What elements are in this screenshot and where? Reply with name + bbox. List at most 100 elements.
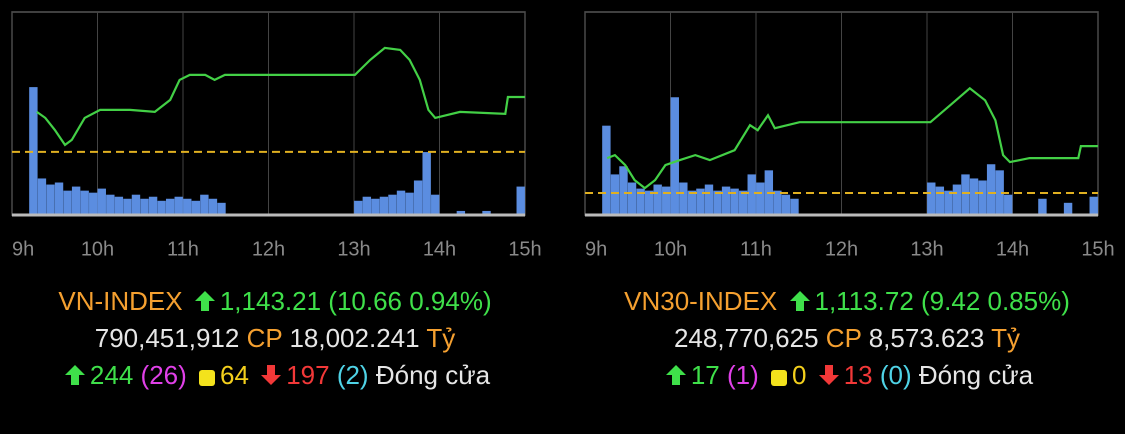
status: Đóng cửa [918, 360, 1034, 390]
volume-bar [71, 186, 81, 215]
up-arrow [789, 291, 810, 311]
unit: Tỷ [426, 323, 456, 353]
volume-bar [405, 192, 414, 215]
volume-bar [183, 198, 192, 215]
up-arrow [665, 365, 686, 385]
turnover: 8,573.623 [868, 323, 985, 353]
volume: 248,770,625 [673, 323, 819, 353]
volume-bar [422, 152, 431, 215]
summary: VN-INDEX 1,143.21 (10.66 0.94%) 790,451,… [0, 283, 555, 394]
x-tick-label: 15h [1081, 238, 1114, 260]
volume-bar [995, 170, 1004, 215]
x-tick-label: 12h [825, 238, 858, 260]
volume-bar [413, 180, 423, 215]
volume-bar [961, 174, 970, 215]
declines: 13 [843, 360, 873, 390]
change: (10.66 0.94%) [328, 286, 492, 316]
volume-bar [362, 196, 372, 215]
unchanged: 64 [220, 360, 249, 390]
volume-bar [1004, 194, 1013, 215]
volume-bar [174, 196, 183, 215]
x-tick-label: 13h [337, 238, 370, 260]
volume-bar [781, 194, 791, 215]
unit: Tỷ [991, 323, 1021, 353]
volume-bar [986, 164, 996, 215]
advances: 244 [89, 360, 134, 390]
volume-bar [131, 194, 141, 215]
summary-row: 248,770,625 CP 8,573.623 Tỷ [567, 320, 1125, 357]
volume-bar [969, 178, 979, 215]
x-tick-label: 9h [585, 238, 607, 260]
volume-bar [456, 210, 466, 215]
volume-bar [63, 190, 72, 215]
volume-bar [653, 184, 662, 215]
volume-bar [679, 182, 688, 215]
volume-bar [89, 192, 98, 215]
cp: CP [246, 323, 283, 353]
ceiling: (1) [727, 360, 759, 390]
volume-bar [662, 186, 671, 215]
volume-bar [704, 184, 714, 215]
volume-bar [730, 188, 739, 215]
volume-bar [431, 194, 440, 215]
volume-bar [1063, 202, 1073, 215]
volume-bar [756, 182, 765, 215]
volume-bar [371, 198, 380, 215]
x-tick-label: 10h [81, 238, 114, 260]
up-arrow [194, 291, 215, 311]
volume-bar [738, 190, 748, 215]
volume-bar [773, 190, 782, 215]
volume-bar [396, 190, 406, 215]
volume-bar [354, 200, 363, 215]
summary-row: VN-INDEX 1,143.21 (10.66 0.94%) [0, 283, 555, 320]
index-name: VN30-INDEX [624, 286, 778, 316]
volume-bar [37, 178, 47, 215]
volume-bar [935, 186, 945, 215]
volume-bar [978, 180, 987, 215]
volume-bar [106, 194, 115, 215]
volume-bar [619, 166, 628, 215]
volume-bar [1038, 198, 1047, 215]
volume-bar [482, 210, 491, 215]
volume-bar [191, 200, 201, 215]
x-tick-label: 14h [996, 238, 1029, 260]
x-tick-label: 11h [740, 238, 772, 260]
x-tick-label: 13h [910, 238, 943, 260]
volume-bar [148, 196, 158, 215]
index-line [606, 86, 1098, 190]
summary: VN30-INDEX 1,113.72 (9.42 0.85%) 248,770… [567, 283, 1125, 394]
volume-bar [114, 196, 124, 215]
volume-bar [636, 188, 645, 215]
volume-bar [97, 188, 106, 215]
charts: 9h 10h 11h 12h 13h 14h 15h 9h 10h 11h 12h 13h 14h 15h [11, 11, 1115, 260]
summary-row: 17 (1) 0 13 (0) Đóng cửa [567, 357, 1125, 394]
declines: 197 [286, 360, 330, 390]
volume-bar [1089, 196, 1098, 215]
x-tick-label: 10h [654, 238, 687, 260]
volume-bar [54, 182, 64, 215]
down-arrow [261, 365, 282, 385]
summary-row: 244 (26) 64 197 (2) Đóng cửa [0, 357, 555, 394]
volume-bar [696, 188, 705, 215]
index-line [36, 46, 525, 147]
volume-bar [80, 190, 89, 215]
floor: (0) [879, 360, 912, 390]
volume-bar [790, 198, 799, 215]
volume-bar [200, 194, 209, 215]
volume-bar [944, 190, 953, 215]
volume-bar [516, 186, 525, 215]
summary-row: VN30-INDEX 1,113.72 (9.42 0.85%) [567, 283, 1125, 320]
x-tick-label: 9h [12, 238, 34, 260]
x-tick-label: 14h [423, 238, 456, 260]
volume-bar [123, 198, 132, 215]
cp: CP [825, 323, 862, 353]
volume-bar [602, 125, 611, 215]
volume-bar [157, 200, 166, 215]
square [771, 370, 788, 386]
volume-bar [927, 182, 936, 215]
status: Đóng cửa [375, 360, 491, 390]
volume-bar [46, 184, 55, 215]
ceiling: (26) [140, 360, 187, 390]
index-name: VN-INDEX [58, 286, 183, 316]
